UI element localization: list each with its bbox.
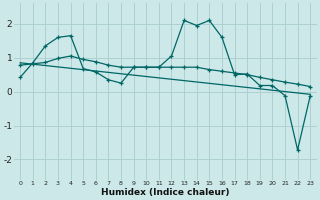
X-axis label: Humidex (Indice chaleur): Humidex (Indice chaleur): [101, 188, 229, 197]
